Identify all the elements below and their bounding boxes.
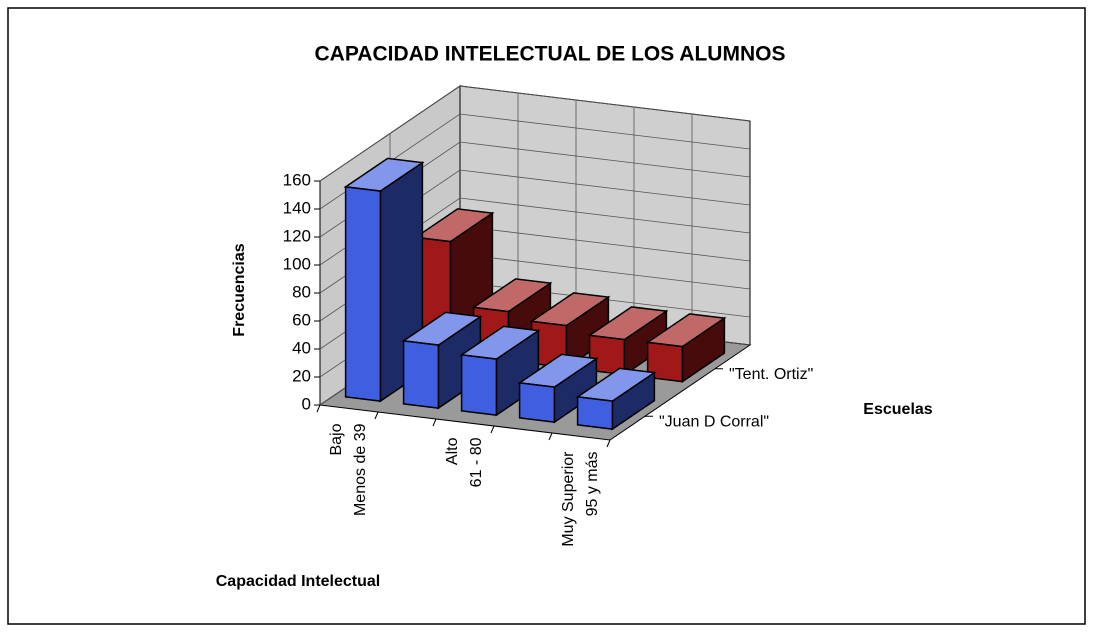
y-tick-label: 100 [283, 254, 311, 273]
bar-front [518, 382, 556, 423]
bar-front [576, 396, 614, 430]
y-axis-title: Frecuencias [231, 243, 248, 336]
x-tick-label: Bajo [328, 423, 345, 455]
x-tick [606, 439, 611, 448]
y-tick-label: 120 [283, 226, 311, 245]
y-tick-label: 0 [302, 394, 311, 413]
x-tick [374, 411, 379, 420]
bar-front [646, 341, 684, 383]
bar-front [460, 354, 498, 416]
z-tick-label: "Juan D Corral" [659, 413, 769, 430]
y-tick-label: 40 [292, 338, 311, 357]
y-tick-label: 20 [292, 366, 311, 385]
y-tick-label: 140 [283, 198, 311, 217]
bar-front [402, 340, 440, 409]
bar [575, 367, 657, 431]
z-axis-title: Escuelas [863, 401, 932, 418]
x-tick-label: 61 - 80 [468, 437, 485, 487]
y-tick-label: 80 [292, 282, 311, 301]
x-tick-label: Muy Superior [560, 451, 577, 547]
bar [587, 306, 669, 377]
x-tick-label: 95 y más [584, 452, 601, 517]
x-tick [316, 404, 321, 413]
bar [459, 325, 541, 417]
x-tick [548, 432, 553, 441]
x-axis-title: Capacidad Intelectual [216, 573, 381, 590]
x-tick-label: Alto [444, 437, 461, 465]
bar [645, 313, 727, 384]
grid-line [319, 85, 751, 182]
x-tick-label: Menos de 39 [352, 423, 369, 516]
y-tick-label: 160 [283, 170, 311, 189]
bar [517, 353, 599, 424]
z-tick-label: "Tent. Ortiz" [729, 366, 813, 383]
x-tick [432, 418, 437, 427]
bar [343, 157, 425, 403]
bar-front [344, 186, 382, 402]
x-tick [490, 425, 495, 434]
y-tick-label: 60 [292, 310, 311, 329]
chart-title: CAPACIDAD INTELECTUAL DE LOS ALUMNOS [315, 43, 786, 66]
bar [529, 292, 611, 370]
